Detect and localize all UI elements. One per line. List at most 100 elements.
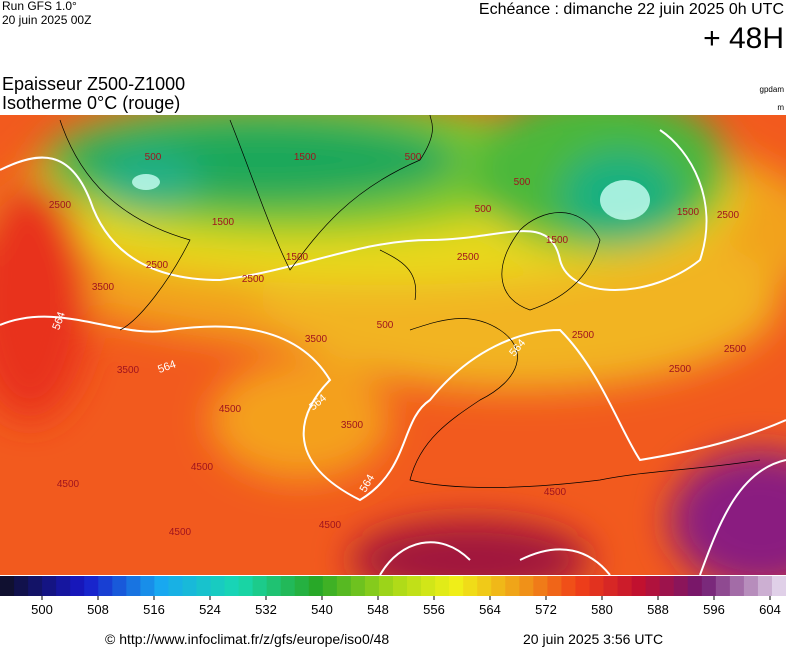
- unit-label: m: [777, 103, 784, 112]
- colorbar-cell: [659, 576, 675, 596]
- colorbar-label: 500: [31, 602, 53, 617]
- colorbar-cell: [56, 576, 71, 596]
- colorbar-label: 508: [87, 602, 109, 617]
- run-date: 20 juin 2025 00Z: [2, 13, 91, 27]
- colorbar-cell: [547, 576, 562, 596]
- colorbar-cell: [449, 576, 464, 596]
- colorbar-cell: [42, 576, 57, 596]
- valid-time: Echéance : dimanche 22 juin 2025 0h UTC: [479, 1, 784, 18]
- isotherm-label: 3500: [92, 282, 115, 293]
- colorbar-cell: [168, 576, 183, 596]
- colorbar-label: 524: [199, 602, 221, 617]
- colorbar-cell: [336, 576, 352, 596]
- colorbar-cell: [182, 576, 197, 596]
- colorbar-cell: [477, 576, 492, 596]
- isotherm-label: 3500: [341, 420, 364, 431]
- colorbar-cell: [252, 576, 268, 596]
- colorbar-label: 572: [535, 602, 557, 617]
- isotherm-label: 1500: [294, 152, 317, 163]
- unit-label: gpdam: [760, 85, 785, 94]
- isotherm-label: 2500: [49, 200, 72, 211]
- isotherm-label: 3500: [305, 334, 328, 345]
- colorbar-cell: [322, 576, 338, 596]
- footer-url: © http://www.infoclimat.fr/z/gfs/europe/…: [105, 631, 389, 647]
- colorbar-label: 564: [479, 602, 501, 617]
- isotherm-label: 4500: [191, 462, 214, 473]
- colorbar-cell: [575, 576, 590, 596]
- colorbar-cell: [266, 576, 282, 596]
- colorbar-cell: [729, 576, 745, 596]
- isotherm-label: 1500: [212, 217, 235, 228]
- isotherm-label: 1500: [286, 252, 309, 263]
- colorbar-cell: [603, 576, 619, 596]
- isotherm-label: 2500: [457, 252, 480, 263]
- colorbar-cell: [673, 576, 689, 596]
- colorbar-cell: [126, 576, 141, 596]
- colorbar-label: 516: [143, 602, 165, 617]
- colorbar-label: 540: [311, 602, 333, 617]
- isotherm-label: 4500: [169, 527, 192, 538]
- colorbar-cell: [196, 576, 212, 596]
- isotherm-label: 500: [405, 152, 422, 163]
- colorbar-label: 556: [423, 602, 445, 617]
- colorbar: 500 508 516 524 532 540 548 556 564 572 580 588 596 6…: [0, 576, 786, 617]
- contour-label: 564: [156, 358, 177, 376]
- isotherm-label: 500: [514, 177, 531, 188]
- colorbar-cell: [435, 576, 450, 596]
- colorbar-cell: [743, 576, 759, 596]
- colorbar-cell: [491, 576, 506, 596]
- colorbar-cell: [238, 576, 254, 596]
- colorbar-label: 580: [591, 602, 613, 617]
- colorbar-cell: [308, 576, 324, 596]
- map-subtitle: Isotherme 0°C (rouge): [2, 93, 180, 113]
- colorbar-cell: [140, 576, 155, 596]
- isotherm-label: 2500: [146, 260, 169, 271]
- colorbar-cell: [645, 576, 661, 596]
- colorbar-cell: [0, 576, 15, 596]
- colorbar-cell: [519, 576, 534, 596]
- colorbar-cell: [421, 576, 436, 596]
- colorbar-cell: [350, 576, 366, 596]
- isotherm-label: 2500: [717, 210, 740, 221]
- colorbar-cell: [505, 576, 520, 596]
- colorbar-cell: [687, 576, 703, 596]
- colorbar-cell: [617, 576, 633, 596]
- lead-time: + 48H: [703, 22, 784, 55]
- colorbar-label: 548: [367, 602, 389, 617]
- colorbar-cell: [154, 576, 169, 596]
- isotherm-label: 2500: [572, 330, 595, 341]
- colorbar-cell: [224, 576, 240, 596]
- colorbar-cell: [28, 576, 43, 596]
- colorbar-cell: [378, 576, 394, 596]
- colorbar-cell: [631, 576, 647, 596]
- colorbar-cell: [14, 576, 29, 596]
- colorbar-cell: [393, 576, 408, 596]
- colorbar-cell: [715, 576, 731, 596]
- map-title: Epaisseur Z500-Z1000: [2, 74, 185, 94]
- isotherm-label: 4500: [57, 479, 80, 490]
- isotherm-label: 4500: [219, 404, 242, 415]
- isotherm-label: 2500: [669, 364, 692, 375]
- colorbar-label: 596: [703, 602, 725, 617]
- colorbar-cell: [364, 576, 380, 596]
- colorbar-cell: [294, 576, 310, 596]
- colorbar-cell: [771, 576, 786, 596]
- colorbar-cell: [561, 576, 576, 596]
- colorbar-cell: [84, 576, 99, 596]
- colorbar-cell: [463, 576, 478, 596]
- isotherm-label: 500: [475, 204, 492, 215]
- isotherm-label: 4500: [319, 520, 342, 531]
- colorbar-label: 532: [255, 602, 277, 617]
- footer-date: 20 juin 2025 3:56 UTC: [523, 631, 663, 647]
- colorbar-label: 604: [759, 602, 781, 617]
- isotherm-label: 3500: [117, 365, 140, 376]
- isotherm-label: 2500: [242, 274, 265, 285]
- isotherm-label: 4500: [544, 487, 567, 498]
- colorbar-cell: [280, 576, 296, 596]
- colorbar-cell: [210, 576, 226, 596]
- colorbar-cell: [757, 576, 773, 596]
- colorbar-cell: [533, 576, 548, 596]
- isotherm-label: 2500: [724, 344, 747, 355]
- colorbar-label: 588: [647, 602, 669, 617]
